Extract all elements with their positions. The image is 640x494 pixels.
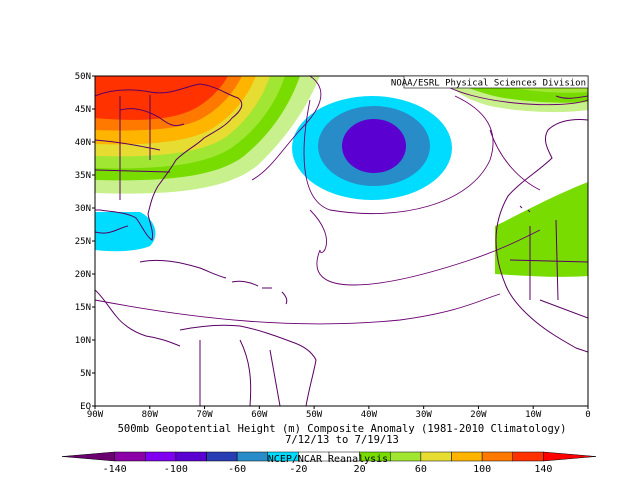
lat-tick-label: 45N <box>75 105 91 115</box>
colorbar-bin <box>175 451 207 462</box>
zero-contours <box>95 76 588 325</box>
colorbar-label: 60 <box>415 464 427 475</box>
lat-tick-label: 15N <box>75 303 91 313</box>
colorbar-bin <box>206 451 238 462</box>
lat-tick-label: 10N <box>75 336 91 346</box>
colorbar-label: -60 <box>228 464 246 475</box>
lon-tick-label: 20W <box>470 410 487 420</box>
lon-tick-label: 80W <box>142 410 159 420</box>
date-range: 7/12/13 to 7/19/13 <box>285 434 399 446</box>
colorbar <box>61 451 597 462</box>
lon-tick-label: 50W <box>306 410 323 420</box>
colorbar-labels: -140 -100 -60 -20 20 60 100 140 <box>103 464 553 475</box>
colorbar-bin <box>114 451 146 462</box>
lon-tick-label: 0 <box>585 410 590 420</box>
colorbar-bin <box>512 451 544 462</box>
colorbar-bin <box>145 451 177 462</box>
coastlines <box>95 83 588 406</box>
colorbar-label: -100 <box>164 464 188 475</box>
colorbar-label: 140 <box>534 464 552 475</box>
lat-tick-label: 5N <box>80 369 91 379</box>
colorbar-label: -140 <box>103 464 127 475</box>
lat-tick-label: 35N <box>75 171 91 181</box>
lon-tick-label: 40W <box>361 410 378 420</box>
colorbar-label: -20 <box>289 464 307 475</box>
lat-tick-label: 25N <box>75 237 91 247</box>
colorbar-bin <box>481 451 513 462</box>
lat-tick-label: EQ <box>80 402 91 412</box>
negative-anomaly-mid-atlantic <box>292 96 452 200</box>
lat-tick-label: 40N <box>75 138 91 148</box>
lat-tick-label: 50N <box>75 72 91 82</box>
lon-tick-label: 90W <box>87 410 104 420</box>
data-source-label: NCEP/NCAR Reanalysis <box>268 454 388 465</box>
colorbar-label: 20 <box>354 464 366 475</box>
colorbar-bin <box>420 451 452 462</box>
credit-text: NOAA/ESRL Physical Sciences Division <box>391 79 586 89</box>
lat-tick-label: 20N <box>75 270 91 280</box>
colorbar-bin <box>543 451 597 462</box>
lon-tick-label: 70W <box>196 410 213 420</box>
colorbar-bin <box>61 451 115 462</box>
colorbar-label: 100 <box>473 464 491 475</box>
latitude-axis: 50N 45N 40N 35N 30N 25N 20N 15N 10N 5N EQ <box>75 72 95 412</box>
lon-tick-label: 30W <box>416 410 433 420</box>
negative-anomaly-florida <box>95 212 156 252</box>
longitude-axis: 90W 80W 70W 60W 50W 40W 30W 20W 10W 0 <box>87 406 591 420</box>
colorbar-bin <box>236 451 268 462</box>
lon-tick-label: 10W <box>525 410 542 420</box>
positive-anomaly-northwest-africa <box>495 182 588 277</box>
credit-box <box>403 75 589 89</box>
colorbar-bin <box>390 451 422 462</box>
colorbar-bin <box>451 451 483 462</box>
lon-tick-label: 60W <box>251 410 268 420</box>
figure-title: 500mb Geopotential Height (m) Composite … <box>118 423 567 435</box>
lat-tick-label: 30N <box>75 204 91 214</box>
